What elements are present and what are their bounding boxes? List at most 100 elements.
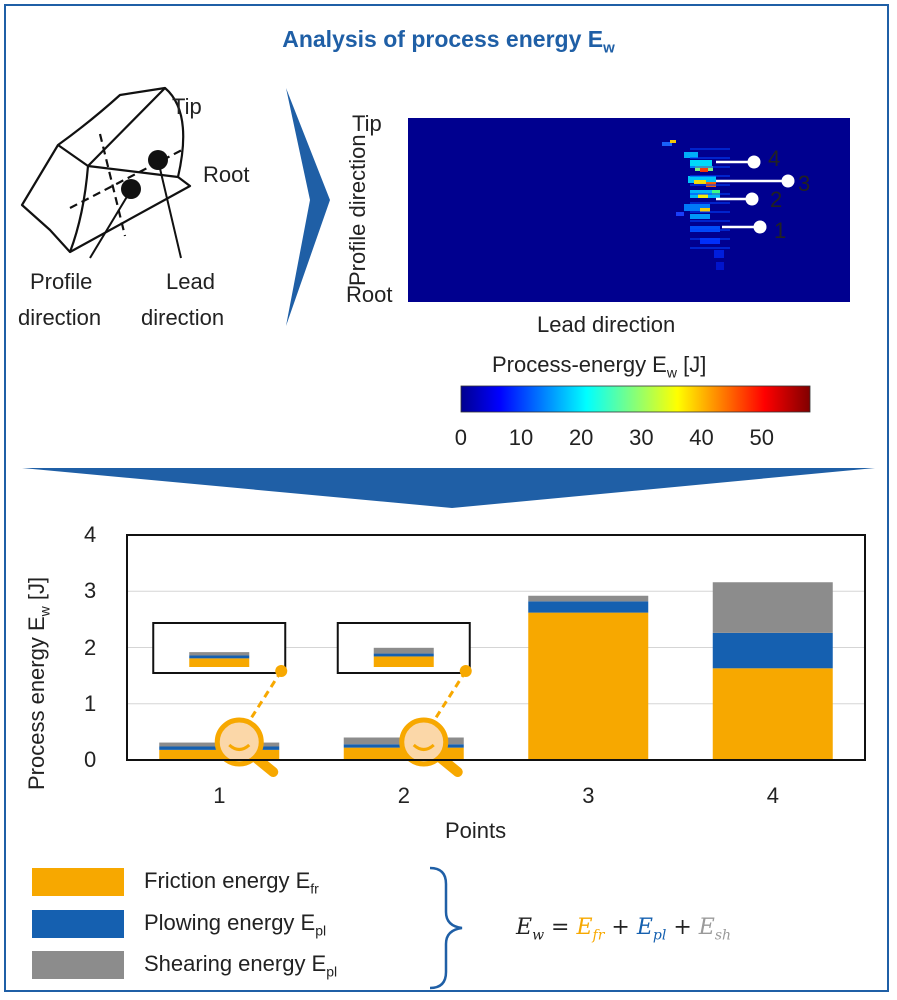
down-arrow	[22, 468, 875, 508]
zoom-bar-2-shearing	[373, 647, 434, 654]
heatmap	[408, 118, 850, 302]
lead-direction-label-1: Lead	[166, 269, 215, 294]
y-tick-3: 3	[84, 578, 97, 604]
lead-direction-label-2: direction	[141, 305, 225, 330]
bar-chart-x-axis-label: Points	[445, 818, 507, 843]
plowing-legend-label: Plowing energy Epl	[144, 909, 327, 939]
magnifier-icon-2	[399, 717, 449, 767]
bar-3-plowing	[528, 601, 649, 613]
heatmap-stripe-10	[690, 229, 730, 231]
heatmap-stripe-1	[690, 148, 730, 150]
heatmap-stripe-6	[690, 193, 730, 195]
colorbar-tick-40: 40	[689, 425, 714, 450]
heatmap-cell-20	[716, 262, 724, 270]
heatmap-point-label-4: 4	[768, 146, 781, 171]
profile-direction-label-1: Profile	[30, 269, 93, 294]
x-tick-2: 2	[397, 783, 410, 808]
heatmap-marker-dot-4	[747, 155, 761, 169]
heatmap-point-label-2: 2	[770, 187, 783, 212]
y-tick-0: 0	[84, 747, 97, 772]
heatmap-point-label-1: 1	[774, 218, 787, 243]
colorbar-tick-10: 10	[508, 425, 534, 450]
bar-3-friction	[528, 612, 649, 760]
heatmap-cell-3	[684, 152, 698, 158]
heatmap-stripe-3	[690, 166, 730, 168]
profile-direction-label-2: direction	[18, 305, 102, 330]
heatmap-root-label: Root	[346, 282, 393, 307]
heatmap-cell-13	[684, 204, 710, 211]
heatmap-stripe-9	[690, 220, 730, 222]
heatmap-point-label-3: 3	[798, 171, 811, 196]
bar-4-plowing	[712, 632, 833, 669]
bar-4-friction	[712, 668, 833, 760]
heatmap-cell-6	[700, 168, 708, 172]
x-tick-3: 3	[582, 783, 595, 808]
heatmap-marker-dot-1	[753, 220, 767, 234]
heatmap-stripe-5	[690, 184, 730, 186]
heatmap-tip-label: Tip	[352, 111, 382, 136]
heatmap-stripe-4	[690, 175, 730, 177]
figure-title: Analysis of process energy Ew	[282, 26, 615, 57]
magnifier-smile-2	[412, 743, 435, 751]
profile-point-marker	[121, 179, 141, 199]
heatmap-cell-2	[670, 140, 676, 143]
heatmap-stripe-11	[690, 238, 730, 240]
magnifier-dot-2	[459, 665, 472, 677]
figure-frame	[4, 4, 889, 992]
friction-legend-label: Friction energy Efr	[144, 867, 319, 897]
heatmap-stripe-2	[690, 157, 730, 159]
y-tick-2: 2	[84, 634, 97, 660]
zoom-bar-2-friction	[373, 656, 434, 667]
tip-label: Tip	[172, 94, 202, 119]
heatmap-cell-16	[676, 212, 684, 216]
shearing-legend-label: Shearing energy Epl	[144, 950, 338, 980]
heatmap-stripe-8	[690, 211, 730, 213]
heatmap-cell-15	[690, 214, 710, 219]
magnifier-leader-2	[434, 670, 468, 719]
legend-item-shearing: Shearing energy Epl	[32, 949, 337, 981]
heatmap-x-axis-label: Lead direction	[537, 312, 676, 337]
x-tick-4: 4	[766, 783, 779, 808]
colorbar-tick-30: 30	[629, 425, 654, 450]
bar-4-shearing	[712, 582, 833, 633]
magnifier-icon-1	[214, 717, 264, 767]
shearing-swatch	[32, 951, 124, 979]
heatmap-cell-12	[712, 190, 720, 195]
friction-swatch	[32, 868, 124, 896]
colorbar-tick-0: 0	[454, 425, 468, 450]
y-tick-1: 1	[84, 690, 97, 716]
heatmap-cell-14	[700, 208, 710, 212]
colorbar-tick-50: 50	[749, 425, 774, 450]
heatmap-cell-1	[662, 142, 672, 146]
heatmap-cell-18	[700, 238, 720, 244]
heatmap-stripe-12	[690, 247, 730, 249]
heatmap-cell-19	[714, 250, 724, 258]
zoom-bar-1-friction	[189, 658, 250, 667]
right-arrow	[286, 88, 330, 326]
zoom-bar-1-shearing	[189, 652, 250, 656]
colorbar-tick-20: 20	[568, 425, 594, 450]
heatmap-cell-11	[698, 194, 708, 198]
zoom-bar-2-plowing	[373, 653, 434, 657]
root-label: Root	[203, 162, 250, 187]
bar-chart	[126, 534, 866, 777]
heatmap-cell-7	[688, 176, 716, 183]
heatmap-background	[408, 118, 850, 302]
magnifier-smile-1	[228, 743, 251, 751]
heatmap-marker-dot-2	[745, 192, 759, 206]
y-tick-4: 4	[84, 522, 97, 547]
bar-chart-plot-area	[126, 534, 866, 761]
heatmap-point-markers	[716, 155, 795, 234]
lead-leader-line	[157, 159, 182, 259]
magnifier-leader-1	[249, 670, 283, 719]
bar-3-shearing	[528, 595, 649, 602]
plowing-swatch	[32, 910, 124, 938]
x-tick-1: 1	[213, 783, 226, 808]
heatmap-y-axis-label: Profile direction	[345, 134, 370, 286]
heatmap-cell-8	[694, 180, 706, 184]
colorbar	[460, 385, 811, 413]
zoom-bar-1-plowing	[189, 655, 250, 659]
legend-item-friction: Friction energy Efr	[32, 866, 319, 898]
magnifier-dot-1	[275, 665, 288, 677]
